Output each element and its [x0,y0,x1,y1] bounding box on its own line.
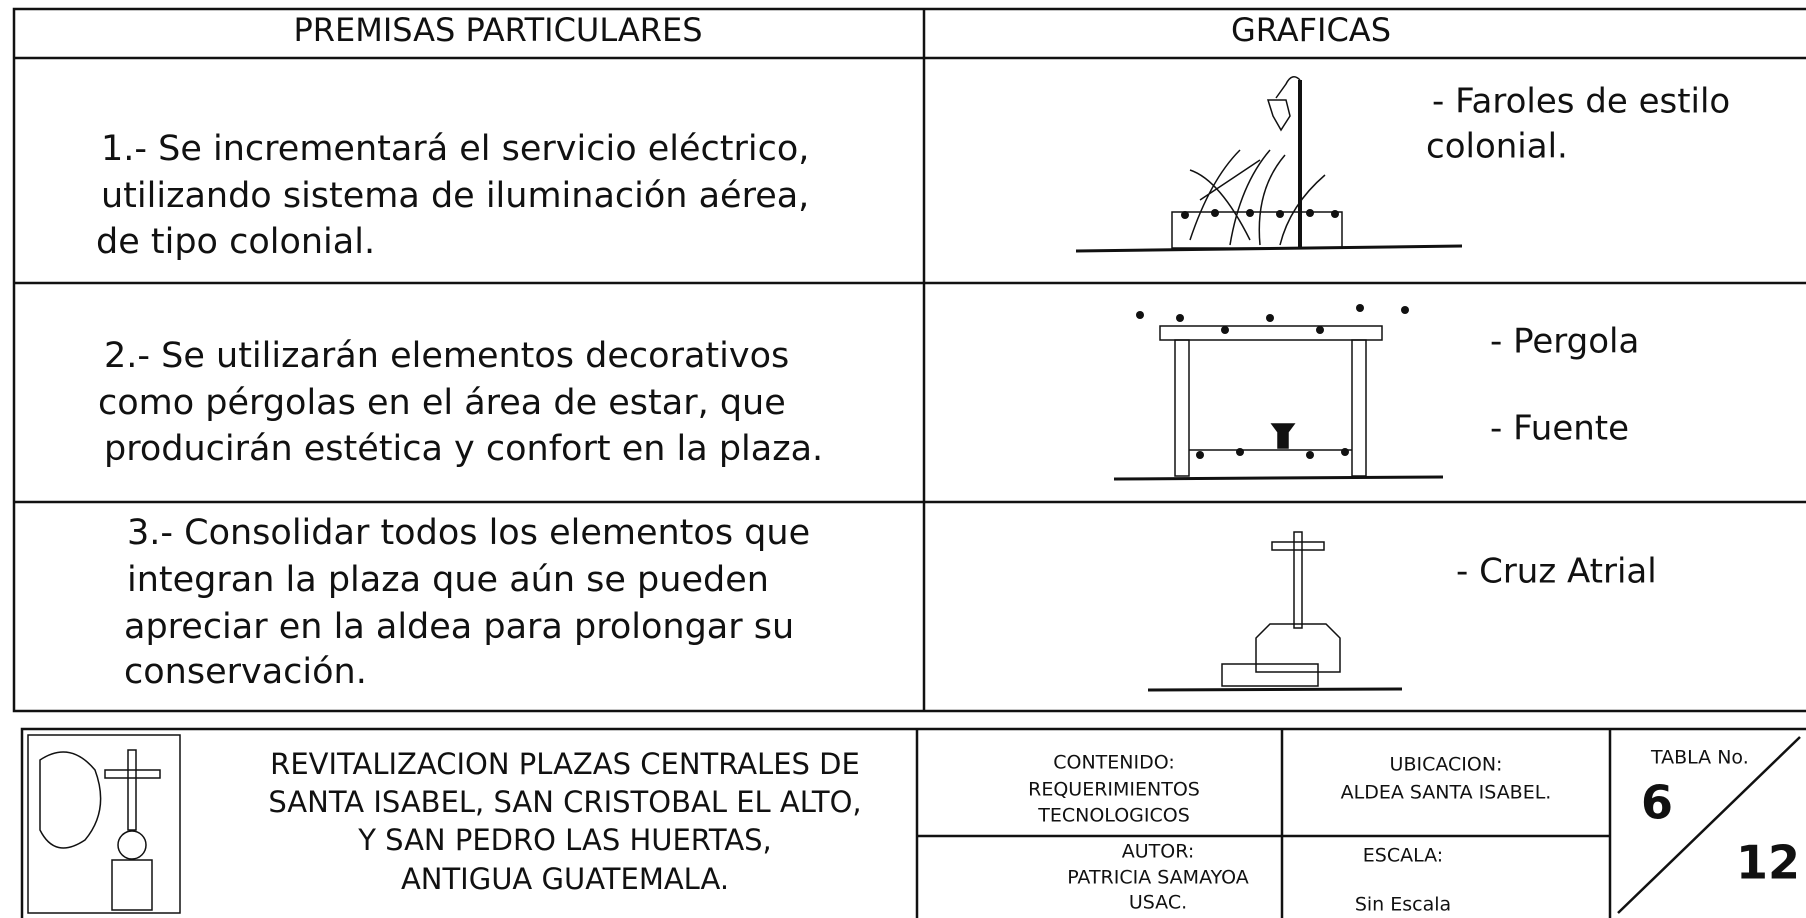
pergola-drawing [1113,304,1444,481]
premise-line: 3.- Consolidar todos los elementos que [127,513,810,553]
lamp-drawing [1075,76,1463,253]
project-title: REVITALIZACION PLAZAS CENTRALES DE [270,747,860,781]
premise-line: 1.- Se incrementará el servicio eléctric… [101,129,809,169]
field-value: TECNOLOGICOS [1037,805,1190,827]
premise-line: utilizando sistema de iluminación aérea, [101,176,809,216]
table-number: 6 [1641,776,1673,830]
title-block-frame [20,727,1806,918]
premise-line: producirán estética y confort en la plaz… [104,429,823,469]
column-header: PREMISAS PARTICULARES [293,11,702,49]
field-value: USAC. [1129,892,1187,914]
project-title: Y SAN PEDRO LAS HUERTAS, [357,823,772,857]
graphic-label: - Pergola [1490,322,1639,362]
table-frame [12,7,1806,713]
table-total: 12 [1736,836,1800,890]
premise-line: como pérgolas en el área de estar, que [98,383,786,423]
field-value: Sin Escala [1355,894,1451,916]
project-title: ANTIGUA GUATEMALA. [401,862,729,896]
graphic-label: - Faroles de estilo [1432,82,1730,122]
field-label: ESCALA: [1363,845,1443,867]
field-label: UBICACION: [1390,754,1503,776]
field-value: REQUERIMIENTOS [1028,779,1200,801]
premise-line: conservación. [124,652,367,692]
project-title: SANTA ISABEL, SAN CRISTOBAL EL ALTO, [268,785,861,819]
premise-line: de tipo colonial. [96,222,375,262]
table-number-label: TABLA No. [1650,747,1749,769]
field-label: AUTOR: [1122,841,1194,863]
graphic-label: - Cruz Atrial [1456,552,1657,592]
graphic-label: - Fuente [1490,409,1629,449]
field-value: ALDEA SANTA ISABEL. [1341,782,1552,804]
column-header: GRAFICAS [1231,11,1391,49]
premise-line: integran la plaza que aún se pueden [127,560,769,600]
cross-drawing [1147,531,1403,692]
field-label: CONTENIDO: [1053,752,1175,774]
logo [27,734,181,914]
graphic-label: colonial. [1426,127,1568,167]
premise-line: 2.- Se utilizarán elementos decorativos [104,336,789,376]
premise-line: apreciar en la aldea para prolongar su [124,607,794,647]
field-value: PATRICIA SAMAYOA [1067,867,1249,889]
